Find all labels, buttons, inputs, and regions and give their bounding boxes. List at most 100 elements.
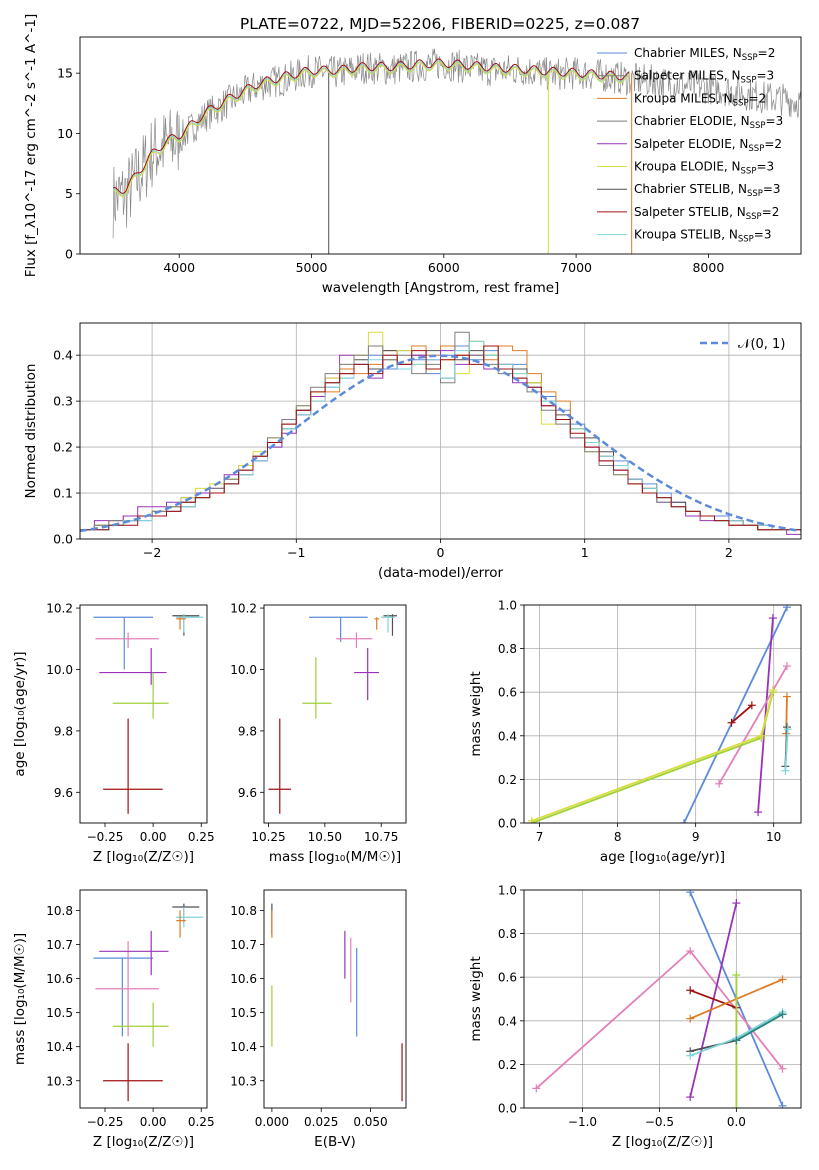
x-tick-label: 10.25 <box>251 830 285 844</box>
y-tick-label: 1.0 <box>498 884 517 898</box>
legend-label: Chabrier STELIB, NSSP=3 <box>634 182 781 199</box>
x-tick-label: 0.25 <box>188 830 215 844</box>
axes-6: 0.000 0.025 0.050 10.3 10.4 10.5 10.6 10.7 10.8 E… <box>230 889 407 1150</box>
y-tick-label: 15 <box>57 66 73 81</box>
x-tick-label: −1.0 <box>568 1115 597 1129</box>
y-axis-label: age [log₁₀(age/yr)] <box>12 651 28 776</box>
y-tick-label: 10.6 <box>46 972 73 986</box>
plot-area <box>271 903 403 1102</box>
x-axis-label: wavelength [Angstrom, rest frame] <box>322 280 560 296</box>
axes-1: −2 −1 0 1 2 0.0 0.1 0.2 0.3 0.4 (data-model)/error… <box>23 322 802 581</box>
y-tick-label: 0.8 <box>498 927 517 941</box>
y-tick-label: 10.5 <box>230 1006 257 1020</box>
axes-3: 10.25 10.50 10.75 9.6 9.8 10.0 10.2 mass [log₁₀… <box>230 602 407 865</box>
y-tick-label: 0.3 <box>53 394 73 409</box>
model-spectrum <box>112 58 630 194</box>
gaussian-curve <box>80 354 801 533</box>
x-tick-label: 6000 <box>428 260 460 275</box>
axes-frame <box>79 889 208 1109</box>
y-tick-label: 10.5 <box>46 1006 73 1020</box>
x-tick-label: 0.000 <box>255 1115 289 1129</box>
y-tick-label: 0.1 <box>53 486 73 501</box>
weight-line <box>683 606 788 823</box>
plot-area <box>527 605 792 823</box>
x-axis-label: Z [log₁₀(Z/Z☉)] <box>612 1134 713 1150</box>
legend-label: Chabrier MILES, NSSP=2 <box>634 46 775 63</box>
y-tick-label: 9.8 <box>54 724 73 738</box>
axes-0: 4000 5000 6000 7000 8000 0 5 10 15 wavelength [An… <box>23 14 802 296</box>
legend-label: Kroupa STELIB, NSSP=3 <box>634 228 772 245</box>
plot-area <box>268 614 397 814</box>
x-tick-label: 0.00 <box>140 1115 167 1129</box>
axes-frame <box>523 889 802 1109</box>
y-tick-label: 0.6 <box>498 971 517 985</box>
x-tick-label: 7000 <box>560 260 592 275</box>
data-spectrum <box>112 48 801 239</box>
x-tick-label: 8000 <box>692 260 724 275</box>
legend-label: Salpeter STELIB, NSSP=2 <box>634 205 779 222</box>
y-tick-label: 0.2 <box>498 1058 517 1072</box>
weight-line <box>718 665 788 785</box>
x-tick-label: 4000 <box>163 260 195 275</box>
axes-frame <box>79 604 208 824</box>
x-tick-label: 0.050 <box>353 1115 387 1129</box>
x-axis-label: age [log₁₀(age/yr)] <box>600 849 725 865</box>
y-tick-label: 0.4 <box>498 1014 517 1028</box>
y-tick-label: 9.8 <box>238 724 257 738</box>
axes-4: 7 8 9 10 0.0 0.2 0.4 0.6 0.8 1.0 age [log₁₀(age/yr… <box>468 599 802 865</box>
y-axis-label: mass [log₁₀(M/M☉)] <box>12 933 28 1065</box>
axes-frame <box>79 322 802 540</box>
x-tick-label: 10 <box>766 830 781 844</box>
weight-line <box>757 618 774 813</box>
x-tick-label: 0 <box>437 545 445 560</box>
x-axis-label: E(B-V) <box>314 1134 356 1150</box>
y-tick-label: 0.6 <box>498 686 517 700</box>
x-axis-label: Z [log₁₀(Z/Z☉)] <box>93 1134 194 1150</box>
plot-area <box>93 903 204 1102</box>
y-tick-label: 10.0 <box>230 663 257 677</box>
y-axis-label: mass weight <box>468 956 484 1041</box>
axes-2: −0.25 0.00 0.25 9.6 9.8 10.0 10.2 Z [log₁₀(Z/Z☉… <box>12 602 215 865</box>
x-tick-label: 1 <box>581 545 589 560</box>
y-tick-label: 10.7 <box>46 938 73 952</box>
weight-line <box>784 729 789 771</box>
y-tick-label: 0.0 <box>53 532 73 547</box>
weight-line <box>689 902 738 1098</box>
x-tick-label: 0.0 <box>727 1115 746 1129</box>
plot-area <box>93 614 204 814</box>
x-tick-label: 7 <box>536 830 544 844</box>
y-tick-label: 10.4 <box>46 1040 73 1054</box>
x-tick-label: 0.025 <box>304 1115 338 1129</box>
x-axis-label: Z [log₁₀(Z/Z☉)] <box>93 849 194 865</box>
axes-frame <box>523 604 802 824</box>
y-tick-label: 10.2 <box>230 602 257 616</box>
y-tick-label: 0.8 <box>498 642 517 656</box>
axes-5: −0.25 0.00 0.25 10.3 10.4 10.5 10.6 10.7 10.8 Z [… <box>12 889 215 1150</box>
axes-frame <box>263 889 407 1109</box>
x-tick-label: 8 <box>614 830 622 844</box>
weight-line <box>735 1013 783 1042</box>
y-tick-label: 0.2 <box>498 773 517 787</box>
weight-line <box>731 704 753 724</box>
x-tick-label: −1 <box>287 545 305 560</box>
y-tick-label: 10.3 <box>46 1074 73 1088</box>
x-tick-label: −0.25 <box>87 1115 124 1129</box>
x-axis-label: (data-model)/error <box>378 565 504 581</box>
y-tick-label: 0.2 <box>53 440 73 455</box>
y-tick-label: 10.6 <box>230 972 257 986</box>
histogram-step <box>80 345 801 539</box>
plot-area <box>112 48 801 254</box>
y-tick-label: 10 <box>57 126 73 141</box>
plot-area <box>80 331 801 539</box>
x-tick-label: 0.25 <box>188 1115 215 1129</box>
axes-frame <box>79 36 802 255</box>
x-tick-label: −0.25 <box>87 830 124 844</box>
legend-label: Chabrier ELODIE, NSSP=3 <box>634 114 783 131</box>
y-tick-label: 0 <box>65 247 73 262</box>
axes-frame <box>263 604 407 824</box>
model-spectrum <box>112 61 630 197</box>
legend-label: Kroupa ELODIE, NSSP=3 <box>634 160 774 177</box>
x-tick-label: −2 <box>143 545 161 560</box>
y-tick-label: 0.4 <box>498 729 517 743</box>
